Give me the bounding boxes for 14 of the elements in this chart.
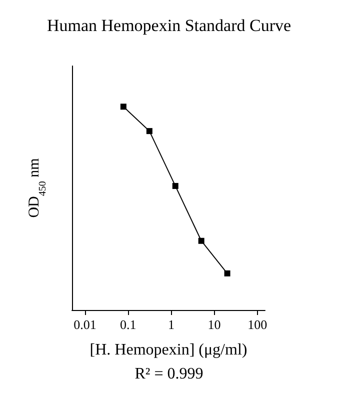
- point: [224, 270, 230, 276]
- x-tick-label: 10: [208, 317, 221, 332]
- point: [120, 104, 126, 110]
- text: R² = 0.999: [134, 366, 204, 382]
- x-tick-label: 1: [168, 317, 174, 332]
- y-axis-title: OD450 nm: [26, 158, 48, 218]
- point: [198, 238, 204, 244]
- chart-title: Human Hemopexin Standard Curve: [46, 16, 292, 35]
- point: [146, 128, 152, 134]
- x-tick-label: 100: [248, 317, 268, 332]
- x-tick-label: 0.1: [120, 317, 136, 332]
- x-axis-title: [H. Hemopexin] (μg/ml): [90, 342, 248, 358]
- point: [172, 182, 178, 189]
- x-tick-label: 0.01: [74, 317, 96, 332]
